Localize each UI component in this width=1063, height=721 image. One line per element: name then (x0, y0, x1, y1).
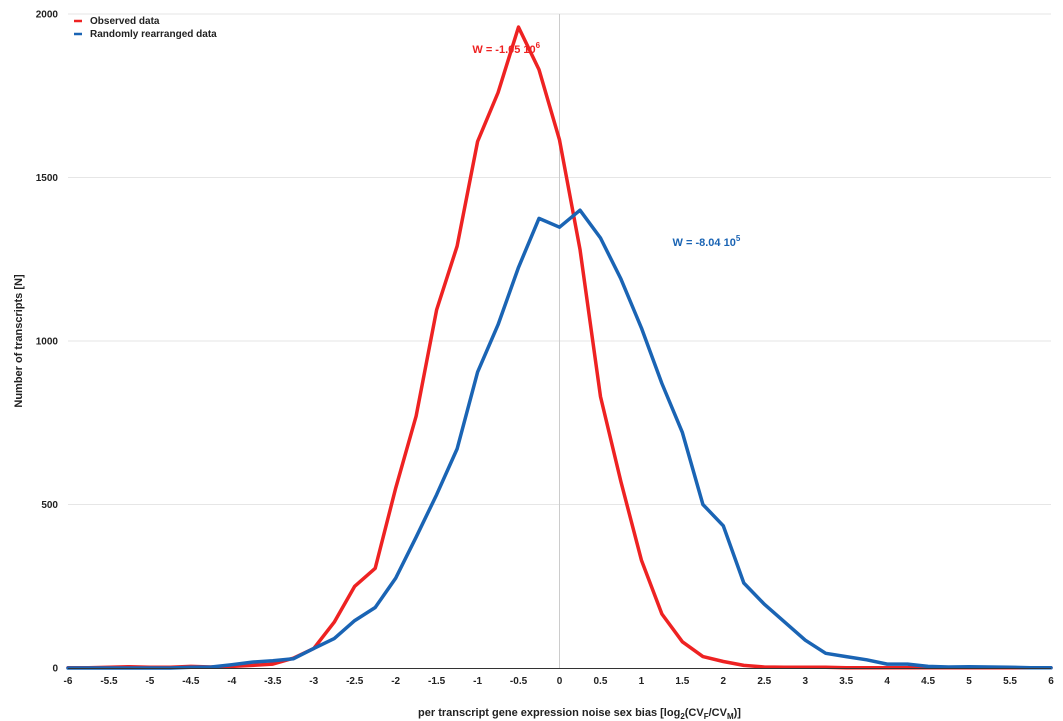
x-tick-label: 4 (884, 676, 890, 687)
x-tick-label: -1 (473, 676, 482, 687)
annotation-observed-exp: 6 (536, 41, 541, 50)
x-tick-label: 1 (639, 676, 645, 687)
x-tick-label: -4 (227, 676, 236, 687)
x-tick-label: -3 (309, 676, 318, 687)
x-title-prefix: per transcript gene expression noise sex… (418, 707, 680, 719)
legend-label-observed: Observed data (90, 16, 160, 27)
x-tick-label: 1.5 (675, 676, 689, 687)
x-tick-label: -1.5 (428, 676, 446, 687)
x-title-open: (CV (685, 707, 705, 719)
x-tick-label: 3.5 (839, 676, 853, 687)
annotation-random-base: W = -8.04 10 (673, 237, 736, 249)
x-tick-label: 2 (721, 676, 727, 687)
x-tick-label: 6 (1048, 676, 1054, 687)
x-title-mid: /CV (709, 707, 728, 719)
x-title-sub-f: F (704, 712, 709, 721)
x-tick-label: -5 (145, 676, 154, 687)
x-title-log-sub: 2 (680, 712, 685, 721)
annotation-random-exp: 5 (736, 234, 741, 243)
y-tick-label: 1000 (36, 337, 59, 348)
x-axis-title: per transcript gene expression noise sex… (418, 707, 741, 721)
y-axis-title: Number of transcripts [N] (13, 274, 25, 408)
x-tick-label: -5.5 (100, 676, 118, 687)
y-tick-label: 500 (41, 500, 58, 511)
x-tick-label: -6 (64, 676, 73, 687)
x-tick-label: -2 (391, 676, 400, 687)
x-tick-label: 0.5 (594, 676, 608, 687)
x-title-sub-m: M (727, 712, 734, 721)
annotation-random-w: W = -8.04 105 (673, 234, 741, 249)
x-tick-label: 4.5 (921, 676, 935, 687)
y-tick-label: 0 (52, 664, 58, 675)
legend-label-random: Randomly rearranged data (90, 29, 217, 40)
annotation-observed-w: W = -1.05 106 (472, 41, 540, 56)
x-title-close: )] (734, 707, 742, 719)
x-tick-label: -3.5 (264, 676, 282, 687)
x-tick-label: 5 (966, 676, 972, 687)
y-tick-label: 1500 (36, 173, 59, 184)
x-tick-label: -4.5 (182, 676, 200, 687)
annotation-observed-base: W = -1.05 10 (472, 44, 535, 56)
legend: Observed data Randomly rearranged data (74, 16, 217, 40)
axes: 0 500 1000 1500 2000 -6 -5.5 -5 -4.5 -4 -3.5 -3 -2.5… (36, 10, 1054, 688)
x-tick-label: 5.5 (1003, 676, 1017, 687)
x-tick-label: -0.5 (510, 676, 528, 687)
x-tick-label: -2.5 (346, 676, 364, 687)
series-lines (66, 25, 1053, 670)
x-tick-label: 3 (802, 676, 808, 687)
x-tick-label: 2.5 (757, 676, 771, 687)
gridlines (68, 13, 1051, 668)
y-tick-label: 2000 (36, 10, 59, 21)
series-line-random (66, 208, 1053, 670)
x-tick-label: 0 (557, 676, 563, 687)
